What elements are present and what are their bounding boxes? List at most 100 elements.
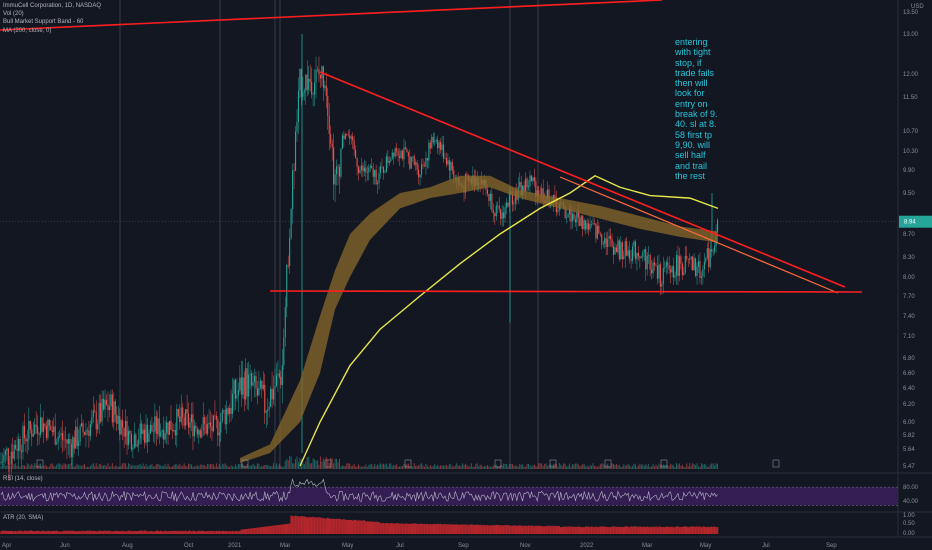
volume-bar [407,463,409,469]
volume-bar [469,466,471,469]
atr-column [184,530,187,534]
candle-body [353,140,355,150]
volume-bar [592,463,594,469]
atr-column [82,530,84,534]
volume-bar [349,463,351,469]
volume-bar [350,466,352,469]
volume-bar [1,463,3,469]
candle-body [125,420,127,437]
candle-body [6,448,8,451]
atr-column [647,527,650,534]
volume-bar [333,463,335,469]
atr-column [124,531,127,534]
candle-body [596,225,598,239]
candle-body [29,421,31,430]
volume-bar [538,463,540,469]
candle-body [404,147,406,150]
atr-column [33,531,36,534]
volume-bar [76,464,78,469]
volume-bar [412,466,414,469]
candle-body [441,144,443,150]
candle-body [142,429,144,434]
candle-body [434,140,436,143]
volume-bar [492,465,494,469]
volume-bar [92,463,94,469]
candle-body [605,238,607,247]
volume-bar [678,463,680,469]
atr-column [382,523,385,534]
atr-column [539,525,541,534]
atr-column [114,530,117,534]
candle-body [309,78,311,82]
volume-bar [503,463,505,469]
atr-column [601,526,603,534]
candle-body [526,178,528,188]
volume-bar [190,464,192,469]
price-tick-label: 6.40 [903,386,915,392]
volume-bar [683,466,685,469]
volume-bar [415,465,417,469]
volume-bar [229,466,231,469]
atr-column [715,527,717,534]
candle-body [355,149,357,158]
atr-column [510,525,512,534]
volume-bar [189,463,191,469]
time-tick-label: Mar [280,543,290,549]
volume-bar [337,462,339,469]
volume-bar [573,464,575,469]
volume-bar [654,466,656,469]
event-marker [324,459,332,468]
atr-column [359,520,361,534]
atr-column [346,519,348,534]
atr-column [17,530,20,534]
volume-bar [173,465,175,469]
note-line: entering [675,37,708,47]
volume-bar [633,463,635,469]
candle-body [498,205,500,210]
volume-bar [31,464,33,469]
candle-body [703,261,705,270]
volume-bar [295,459,297,469]
volume-bar [198,466,200,469]
atr-column [101,530,103,534]
candle-body [527,185,530,188]
volume-bar [547,465,549,469]
volume-bar [624,465,626,469]
candle-body [245,368,247,400]
volume-bar [393,464,395,469]
volume-bar [50,463,52,469]
candle-body [113,401,115,423]
atr-column [428,524,430,534]
volume-bar [466,464,468,469]
candle-body [214,415,216,417]
atr-column [636,526,638,534]
atr-column [557,526,559,534]
candle-body [700,276,702,278]
volume-bar [673,465,675,469]
volume-bar [193,466,195,469]
volume-bar [696,463,698,469]
candle-body [412,156,414,158]
candle-body [642,252,644,258]
volume-bar [504,463,506,469]
volume-bar [297,462,299,469]
volume-bar [642,464,644,469]
atr-column [586,526,588,534]
candle-body [94,410,96,412]
atr-column [365,521,367,534]
atr-column [524,525,527,534]
note-line: the rest [675,170,706,181]
atr-column [530,525,533,534]
volume-bar [169,466,171,469]
candle-body [680,256,682,264]
atr-column [322,517,325,534]
volume-bar [365,464,367,469]
atr-column [369,521,372,534]
price-tick-label: 11.50 [903,95,918,101]
atr-column [123,531,125,534]
volume-bar [319,456,321,469]
volume-bar [217,466,219,469]
note-line: trade fails [675,67,715,78]
atr-column [74,531,77,534]
